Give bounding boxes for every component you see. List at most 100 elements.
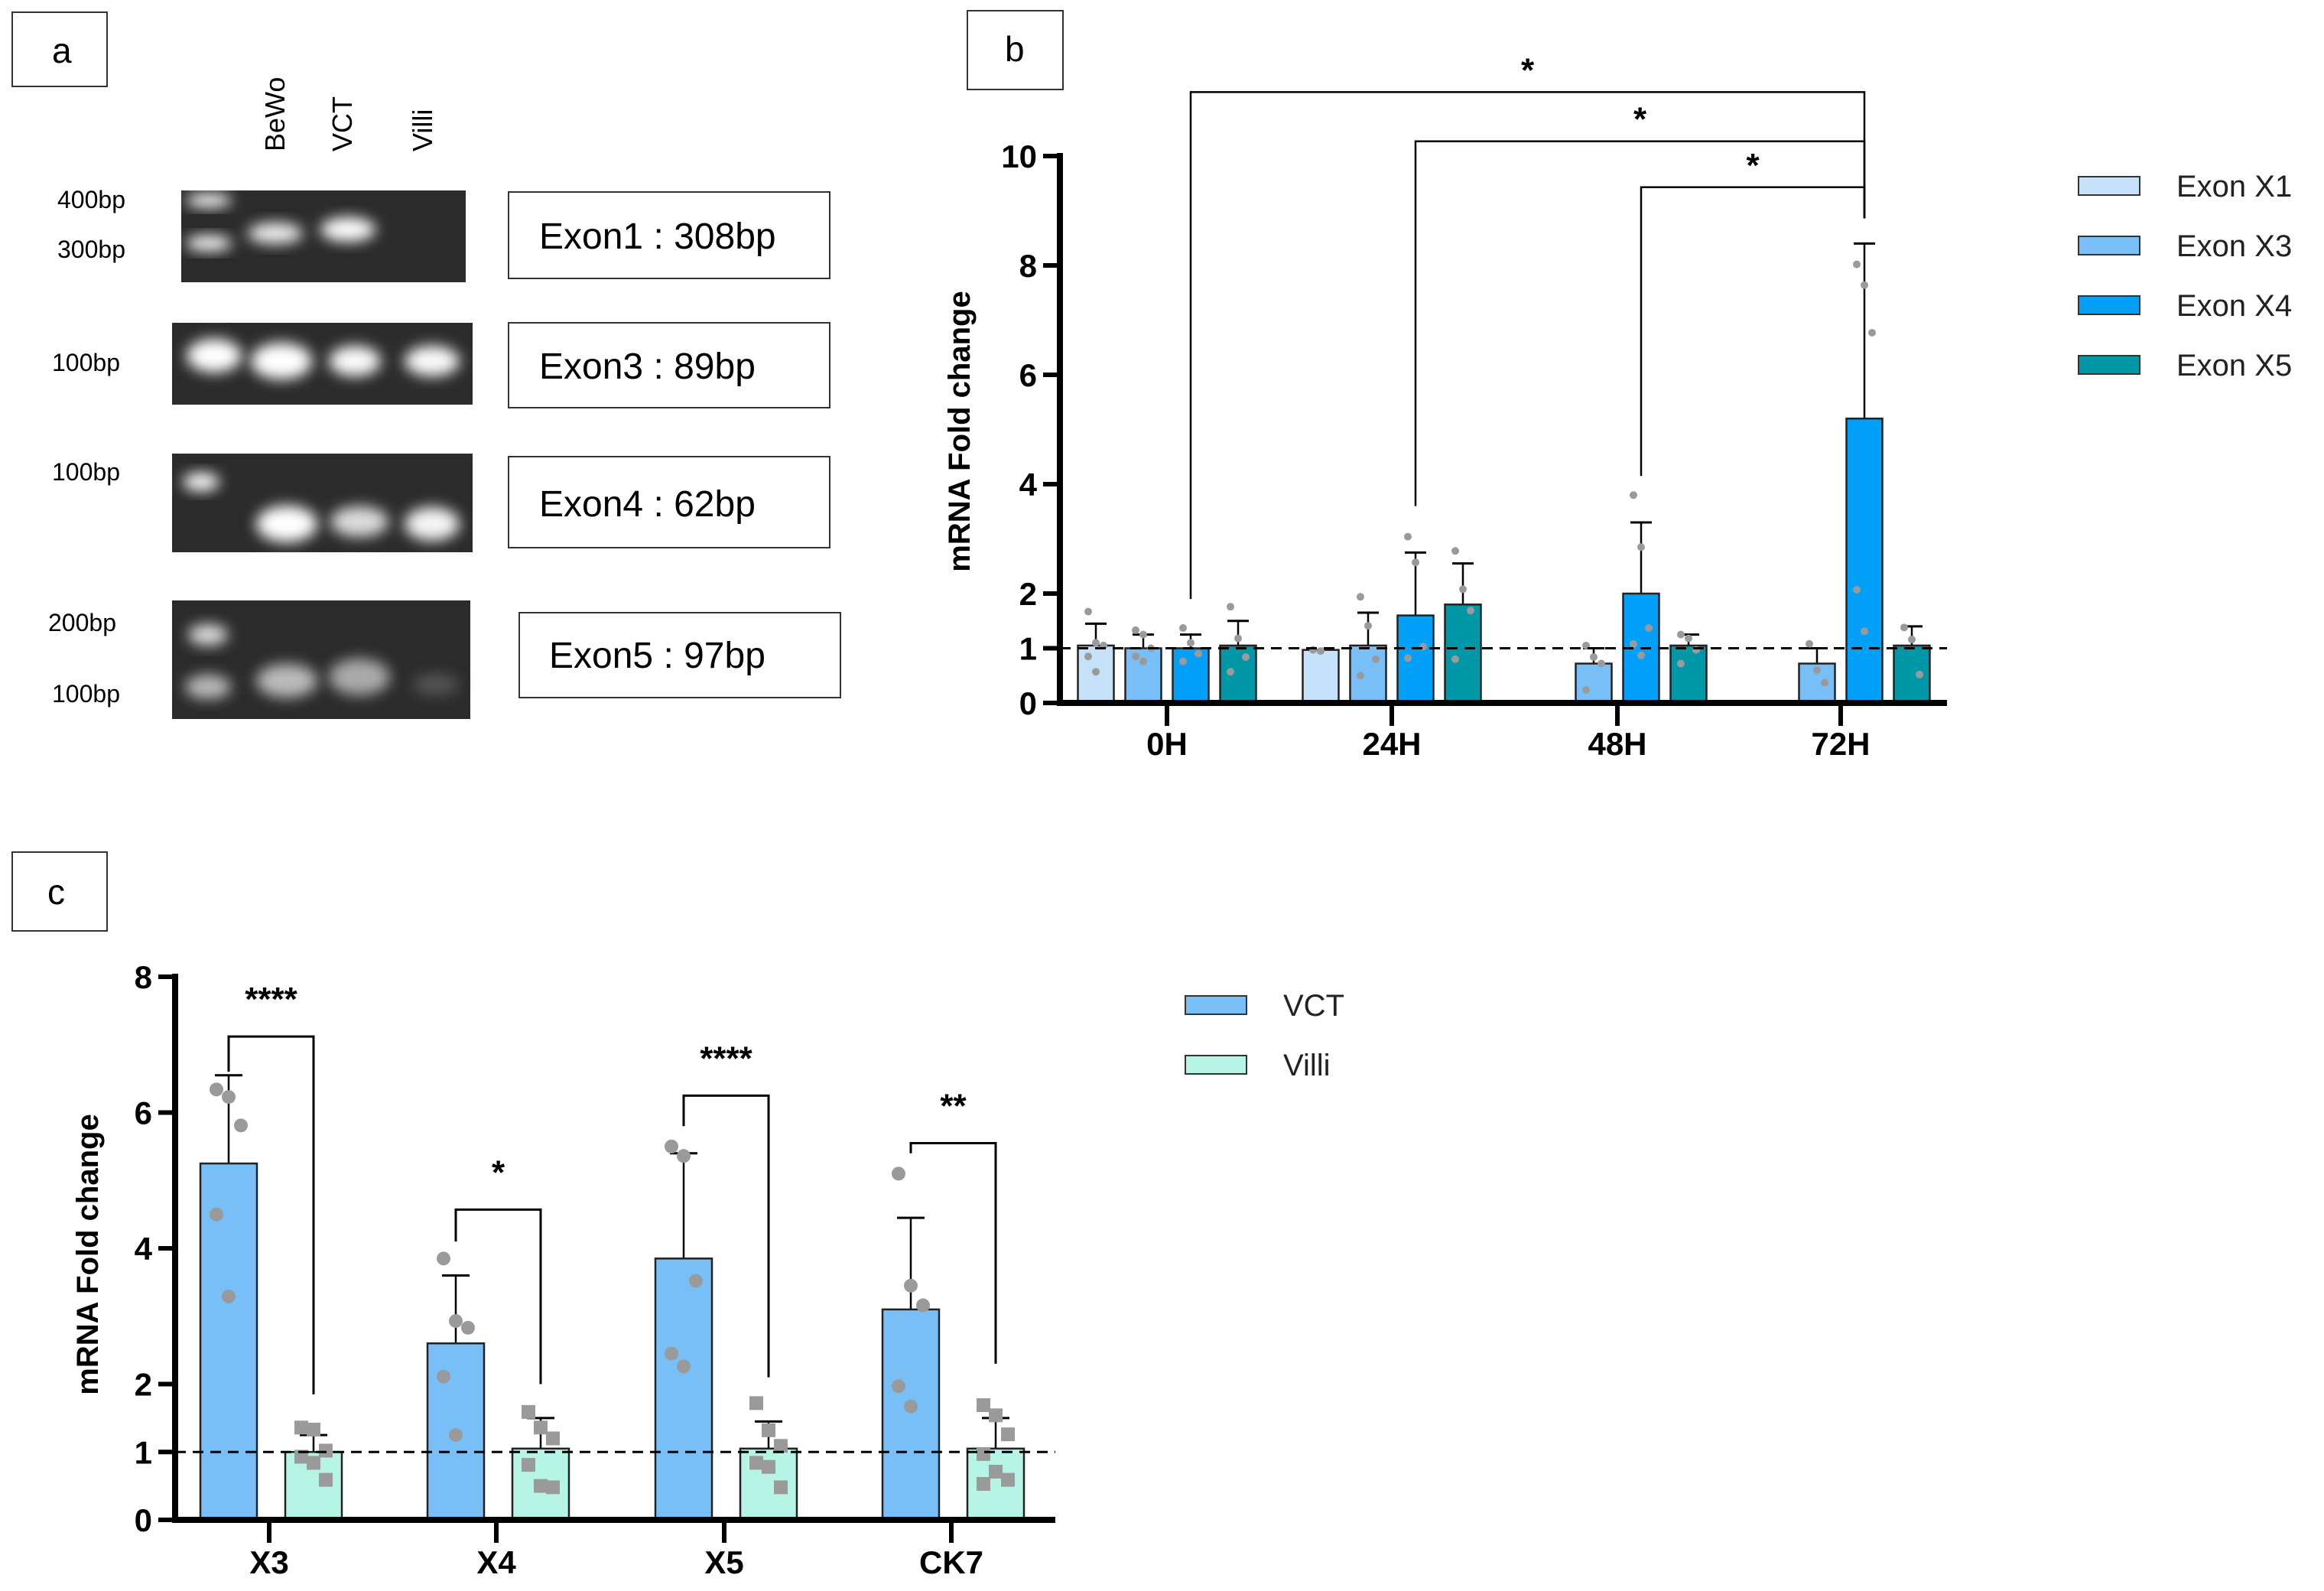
lane-label-bewo: BeWo	[259, 77, 291, 151]
data-point	[1139, 657, 1147, 665]
data-point	[534, 1420, 548, 1435]
sample-band	[251, 343, 312, 379]
x-tick-label: X5	[704, 1544, 743, 1580]
data-point	[1001, 1427, 1015, 1442]
y-tick-label: 6	[1019, 357, 1037, 393]
significance-bracket	[909, 1141, 997, 1364]
bar-vct	[881, 1308, 941, 1521]
y-tick-label: 4	[135, 1231, 153, 1267]
data-point	[1630, 639, 1637, 648]
significance-bracket	[454, 1208, 542, 1384]
data-point	[1916, 670, 1923, 678]
data-point	[1404, 532, 1412, 541]
sample-band	[329, 346, 381, 376]
significance-bracket	[1414, 140, 1866, 506]
marker-label: 100bp	[52, 680, 120, 708]
data-point	[449, 1428, 463, 1443]
data-point	[546, 1480, 560, 1495]
gel-exon3: 100bp Exon3 : 89bp	[52, 322, 830, 408]
sample-band	[413, 674, 459, 695]
exon-label-box	[518, 612, 841, 698]
data-point	[749, 1456, 763, 1470]
legend-label: Villi	[1283, 1049, 1331, 1082]
legend-label: Exon X5	[2176, 349, 2292, 382]
bar-villi	[966, 1447, 1025, 1521]
exon-label-box	[508, 191, 830, 279]
legend-swatch	[2078, 236, 2140, 255]
data-point	[1900, 623, 1908, 632]
significance-bracket	[227, 1035, 315, 1394]
y-tick-label: 2	[1019, 576, 1037, 612]
data-point	[774, 1439, 788, 1453]
data-point	[749, 1396, 763, 1410]
data-point	[904, 1278, 918, 1293]
data-point	[1364, 622, 1372, 630]
data-point	[989, 1464, 1003, 1479]
data-point	[1412, 558, 1419, 567]
data-point	[762, 1459, 775, 1474]
data-point	[1404, 654, 1412, 662]
data-point	[1092, 639, 1100, 647]
y-tick-label: 4	[1019, 467, 1038, 503]
data-point	[1459, 585, 1467, 594]
lane-label-vct: VCT	[327, 96, 358, 151]
data-point	[665, 1346, 678, 1361]
data-point	[689, 1274, 703, 1288]
data-point	[319, 1443, 333, 1458]
bar-exon-x4	[1396, 614, 1435, 704]
data-point	[1227, 668, 1234, 676]
data-point	[210, 1207, 223, 1222]
data-point	[677, 1149, 691, 1163]
significance-label: **	[940, 1087, 967, 1124]
y-axis-label: mRNA Fold change	[943, 291, 977, 571]
data-point	[1234, 634, 1242, 643]
data-point	[222, 1090, 236, 1105]
significance-label: *	[1521, 51, 1535, 89]
data-point	[892, 1166, 905, 1181]
legend-label: Exon X4	[2176, 289, 2292, 323]
exon-label: Exon4 : 62bp	[539, 484, 756, 525]
data-point	[437, 1369, 450, 1384]
data-point	[1677, 630, 1685, 639]
significance-label: ****	[245, 981, 297, 1018]
data-point	[1357, 672, 1364, 680]
panel-label: a	[52, 31, 72, 70]
data-point	[1084, 607, 1092, 616]
data-point	[1001, 1472, 1015, 1487]
data-point	[904, 1399, 918, 1414]
sample-band	[405, 507, 460, 541]
data-point	[1227, 603, 1234, 611]
ladder-band	[188, 624, 228, 646]
bar-exon-x4	[1845, 417, 1884, 704]
panel-b-chart: b mRNA Fold change 0 1 2 4 6 8 10 0H 24H 48H 72H Ex…	[943, 10, 2292, 762]
y-tick-label: 1	[1019, 631, 1037, 667]
data-point	[1092, 668, 1100, 676]
bar-exon-x1	[1302, 649, 1340, 704]
legend-label: Exon X1	[2176, 170, 2292, 203]
y-tick-label: 10	[1001, 138, 1037, 174]
panel-c-chart: c mRNA Fold change 0 1 2 4 6 8 X3 X4 X5 CK7 VCT Vil…	[11, 851, 1344, 1580]
x-tick-label: 72H	[1811, 726, 1870, 762]
data-point	[1132, 652, 1139, 661]
data-point	[1242, 652, 1250, 661]
data-point	[762, 1423, 775, 1437]
x-tick-label: X4	[476, 1544, 516, 1580]
ladder-band	[186, 236, 232, 251]
data-point	[1813, 666, 1821, 675]
data-point	[1467, 607, 1474, 615]
data-point	[1861, 627, 1868, 636]
data-point	[1179, 624, 1187, 633]
data-point	[1637, 651, 1645, 659]
bar-exon-x3	[1349, 644, 1387, 704]
data-point	[977, 1476, 990, 1491]
data-point	[989, 1408, 1003, 1423]
y-tick-label: 0	[135, 1502, 152, 1538]
data-point	[307, 1422, 320, 1436]
data-point	[1630, 491, 1637, 499]
significance-label: *	[492, 1153, 505, 1191]
exon-label: Exon1 : 308bp	[539, 216, 776, 257]
legend-swatch	[1185, 995, 1247, 1015]
data-point	[1861, 281, 1868, 289]
sample-band	[330, 506, 388, 537]
